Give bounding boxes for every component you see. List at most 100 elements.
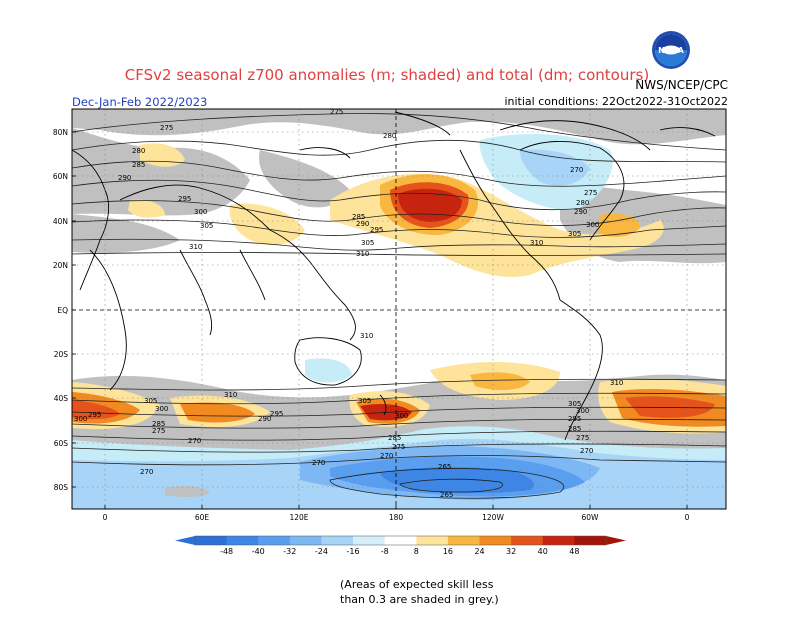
footnote-line: (Areas of expected skill less <box>340 578 494 591</box>
lat-label: 40N <box>53 217 68 226</box>
footnote: (Areas of expected skill less than 0.3 a… <box>340 577 499 607</box>
contour-label: 305 <box>358 397 371 405</box>
lat-label: 80S <box>54 483 69 492</box>
colorbar-swatch <box>353 536 386 545</box>
contour-label: 275 <box>160 124 173 132</box>
colorbar-tick-label: -8 <box>381 547 389 556</box>
contour-label: 270 <box>140 468 153 476</box>
contour-label: 280 <box>383 132 396 140</box>
contour-label: 290 <box>118 174 131 182</box>
contour-label: 310 <box>356 250 369 258</box>
colorbar-swatch <box>574 536 607 545</box>
colorbar-swatch <box>416 536 449 545</box>
colorbar-swatch <box>447 536 481 545</box>
contour-label: 285 <box>568 425 581 433</box>
contour-label: 270 <box>312 459 325 467</box>
colorbar-swatch <box>258 536 291 545</box>
colorbar-swatch <box>226 536 259 545</box>
contour-label: 310 <box>360 332 373 340</box>
contour-label: 275 <box>576 434 589 442</box>
lat-label: 20S <box>54 350 69 359</box>
svg-text:NOAA: NOAA <box>658 46 684 55</box>
contour-label: 300 <box>395 412 408 420</box>
footnote-line: than 0.3 are shaded in grey.) <box>340 593 499 606</box>
contour-label: 300 <box>155 405 168 413</box>
contour-label: 270 <box>188 437 201 445</box>
contour-label: 295 <box>270 410 283 418</box>
contour-label: 295 <box>178 195 191 203</box>
lon-label: 0 <box>685 513 690 522</box>
colorbar-swatch <box>511 536 544 545</box>
contour-label: 310 <box>189 243 202 251</box>
colorbar: -48 -40 -32 -24 -16 -8 8 16 24 32 40 48 <box>175 535 626 556</box>
contour-label: 285 <box>152 420 165 428</box>
contour-label: 285 <box>352 213 365 221</box>
contour-label: 300 <box>74 415 87 423</box>
colorbar-tick-label: 8 <box>414 547 419 556</box>
contour-label: 270 <box>570 166 583 174</box>
colorbar-tick-label: 32 <box>506 547 516 556</box>
contour-label: 295 <box>370 226 383 234</box>
anomaly-map: 275 280 285 290 295 300 305 310 280 285 … <box>53 108 727 556</box>
contour-label: 295 <box>88 411 101 419</box>
colorbar-swatch <box>321 536 354 545</box>
contour-label: 275 <box>392 443 405 451</box>
lat-label: 60S <box>54 439 69 448</box>
colorbar-swatch <box>195 536 228 545</box>
colorbar-tick-label: 24 <box>474 547 484 556</box>
lat-label: 20N <box>53 261 68 270</box>
map-field: 275 280 285 290 295 300 305 310 280 285 … <box>72 109 726 509</box>
contour-label: 265 <box>438 463 451 471</box>
colorbar-tick-label: 40 <box>538 547 548 556</box>
contour-label: 275 <box>584 189 597 197</box>
contour-label: 280 <box>132 147 145 155</box>
lat-label: 80N <box>53 128 68 137</box>
colorbar-tick-label: 16 <box>443 547 453 556</box>
initial-conditions-label: initial conditions: 22Oct2022-31Oct2022 <box>504 95 728 108</box>
map-frame <box>71 108 727 510</box>
colorbar-swatch <box>542 536 575 545</box>
contour-label: 270 <box>580 447 593 455</box>
colorbar-swatch <box>384 536 417 545</box>
colorbar-tick-label: -40 <box>252 547 265 556</box>
lon-label: 120W <box>482 513 504 522</box>
contour-label: 285 <box>388 434 401 442</box>
lat-label: 40S <box>54 394 69 403</box>
contour-label: 295 <box>568 415 581 423</box>
colorbar-frame <box>194 535 607 546</box>
contour-label: 270 <box>380 452 393 460</box>
colorbar-tick-label: -32 <box>283 547 296 556</box>
contour-label: 305 <box>361 239 374 247</box>
colorbar-tick-label: -48 <box>220 547 233 556</box>
lon-label: 0 <box>103 513 108 522</box>
colorbar-tick-label: 48 <box>569 547 579 556</box>
lat-label: 60N <box>53 172 68 181</box>
colorbar-tick-label: -16 <box>347 547 360 556</box>
contour-label: 300 <box>586 221 599 229</box>
colorbar-arrow-left <box>175 536 195 545</box>
contour-label: 305 <box>200 222 213 230</box>
agency-label: NWS/NCEP/CPC <box>635 78 728 92</box>
chart-title: CFSv2 seasonal z700 anomalies (m; shaded… <box>124 66 650 84</box>
colorbar-swatch <box>479 536 512 545</box>
contour-label: 290 <box>574 208 587 216</box>
contour-label: 290 <box>258 415 271 423</box>
contour-label: 265 <box>440 491 453 499</box>
contour-label: 310 <box>610 379 623 387</box>
lon-label: 120E <box>289 513 308 522</box>
contour-label: 275 <box>152 427 165 435</box>
lon-label: 60E <box>195 513 210 522</box>
colorbar-swatch <box>289 536 322 545</box>
contour-label: 300 <box>576 407 589 415</box>
contour-label: 285 <box>132 161 145 169</box>
lat-label: EQ <box>57 306 68 315</box>
contour-label: 300 <box>194 208 207 216</box>
contour-label: 310 <box>224 391 237 399</box>
season-label: Dec-Jan-Feb 2022/2023 <box>72 95 208 109</box>
contour-label: 290 <box>356 220 369 228</box>
lon-label: 60W <box>582 513 600 522</box>
contour-label: 305 <box>568 400 581 408</box>
contour-label: 280 <box>576 199 589 207</box>
lon-label: 180 <box>389 513 404 522</box>
colorbar-arrow-right <box>606 536 626 545</box>
